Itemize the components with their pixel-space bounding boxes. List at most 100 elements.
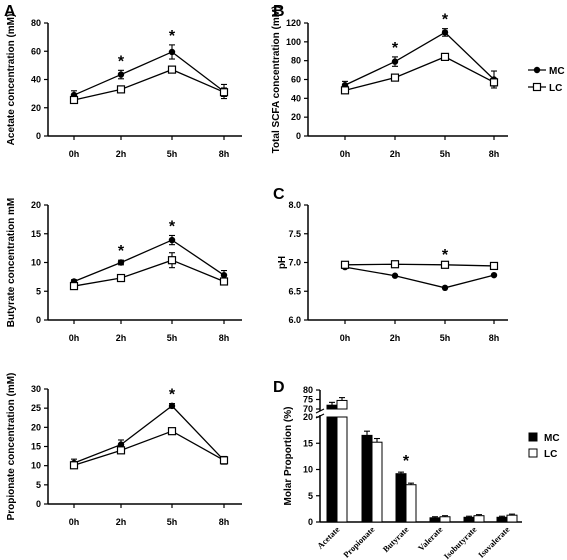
y-axis-label: Molar Proportion (%)	[283, 407, 294, 506]
panel-ph: 6.0 6.5 7.0 7.5 8.0 0h 2h 5h 8h pH C *	[273, 186, 508, 343]
y-axis-label: Acetate concentration (mM)	[6, 14, 17, 146]
x-category-label: Propionate	[341, 524, 377, 560]
data-point-MC	[168, 236, 176, 244]
data-point-MC	[391, 272, 399, 279]
x-category-label: Butyrate	[381, 524, 411, 554]
legend-swatch-MC	[528, 432, 538, 442]
significance-star: *	[118, 243, 125, 260]
y-tick-label: 15	[303, 438, 313, 448]
bar-MC	[463, 516, 475, 523]
x-category-label: Isobutyrate	[442, 524, 479, 560]
data-point-LC	[440, 260, 450, 269]
series-line-LC	[73, 259, 225, 287]
significance-star: *	[403, 453, 410, 470]
y-tick-label: 40	[291, 93, 301, 103]
significance-star: *	[169, 387, 176, 404]
series-line-MC	[73, 404, 225, 464]
data-point-MC	[391, 58, 399, 65]
data-point-LC	[116, 273, 126, 283]
bar-MC	[361, 434, 373, 523]
bar-LC	[473, 515, 485, 523]
y-tick-label: 0	[36, 315, 41, 325]
data-point-MC	[490, 271, 498, 279]
panel-label: B	[273, 3, 285, 20]
y-tick-label: 60	[291, 75, 301, 85]
legend-swatch-LC	[528, 448, 538, 458]
significance-star: *	[169, 28, 176, 45]
bar-LC	[336, 399, 348, 410]
data-point-MC	[220, 271, 228, 279]
data-point-LC	[390, 73, 400, 82]
bar-LC	[336, 416, 348, 523]
x-tick-label: 8h	[489, 149, 500, 159]
panel-total: 0 20 40 60 80 100 120 0h 2h 5h 8h Total SCFA concen…	[271, 3, 508, 159]
axis-break-mark	[315, 408, 325, 414]
data-point-MC	[441, 29, 449, 36]
data-point-MC	[117, 259, 125, 266]
y-tick-label: 8.0	[288, 200, 301, 210]
data-point-MC	[117, 71, 125, 78]
significance-star: *	[442, 247, 449, 264]
x-tick-label: 8h	[219, 517, 230, 527]
y-tick-label: 20	[303, 412, 313, 422]
panel-label: D	[273, 379, 285, 396]
data-point-LC	[167, 256, 177, 265]
data-point-LC	[69, 281, 79, 291]
significance-star: *	[442, 12, 449, 29]
data-point-LC	[219, 277, 229, 286]
x-category-label: Isovalerate	[476, 524, 512, 560]
x-tick-label: 0h	[69, 333, 80, 343]
data-point-LC	[489, 261, 499, 271]
data-point-MC	[117, 441, 125, 448]
bar-MC	[496, 516, 508, 523]
x-tick-label: 5h	[440, 149, 451, 159]
panel-acetate: 0 20 40 60 80 0h 2h 5h 8h Acetate concentration (…	[4, 3, 242, 159]
data-point-MC	[168, 48, 176, 56]
y-tick-label: 20	[31, 103, 41, 113]
bar-MC	[326, 404, 338, 410]
series-line-LC	[344, 263, 495, 267]
data-point-MC	[168, 402, 176, 410]
series-line-MC	[73, 51, 225, 96]
y-tick-label: 6.0	[288, 315, 301, 325]
data-point-LC	[219, 456, 229, 465]
bar-LC	[371, 441, 383, 523]
x-tick-label: 5h	[440, 333, 451, 343]
y-tick-label: 5	[36, 286, 41, 296]
bar-LC	[506, 514, 518, 523]
y-tick-label: 5	[36, 480, 41, 490]
y-tick-label: 7.0	[288, 258, 301, 268]
y-tick-label: 80	[31, 18, 41, 28]
panel-butyrate: 0 5 10 15 20 0h 2h 5h 8h Butyrate concentration m…	[6, 198, 242, 343]
series-line-LC	[344, 56, 495, 91]
x-tick-label: 2h	[390, 149, 401, 159]
x-tick-label: 5h	[167, 333, 178, 343]
data-point-LC	[69, 95, 79, 105]
y-tick-label: 0	[36, 131, 41, 141]
series-line-MC	[73, 239, 225, 283]
y-tick-label: 10	[31, 258, 41, 268]
bar-LC	[439, 516, 451, 523]
legend-bar: MC LC	[528, 432, 560, 460]
x-tick-label: 2h	[116, 149, 127, 159]
panel-label: A	[4, 3, 16, 20]
data-point-LC	[116, 446, 126, 455]
bar-MC	[395, 473, 407, 523]
legend-label-MC: MC	[544, 433, 560, 444]
y-tick-label: 20	[31, 200, 41, 210]
data-point-LC	[340, 260, 350, 269]
series-line-MC	[344, 31, 495, 86]
legend-label-LC: LC	[549, 83, 562, 94]
x-tick-label: 8h	[219, 333, 230, 343]
y-tick-label: 20	[31, 422, 41, 432]
data-point-LC	[219, 88, 229, 97]
legend-marker-MC	[533, 66, 541, 74]
x-tick-label: 0h	[340, 149, 351, 159]
y-tick-label: 15	[31, 442, 41, 452]
data-point-LC	[167, 65, 177, 74]
data-point-MC	[441, 284, 449, 291]
x-tick-label: 5h	[167, 517, 178, 527]
data-point-LC	[390, 260, 400, 269]
data-point-LC	[69, 461, 79, 470]
